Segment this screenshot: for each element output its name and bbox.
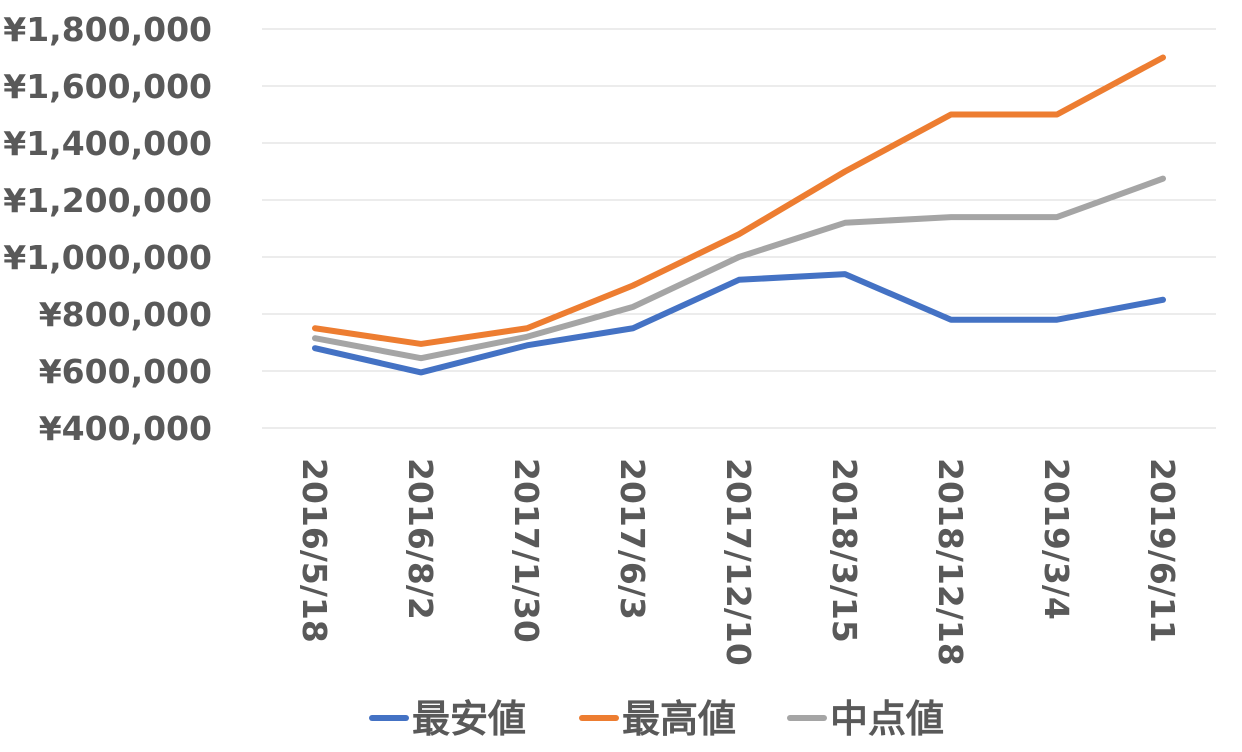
- x-tick-label: 2016/8/2: [401, 458, 440, 620]
- data-point: [948, 317, 954, 323]
- data-point: [842, 271, 848, 277]
- legend-label: 最高値: [622, 697, 736, 741]
- series-lines: [312, 54, 1166, 376]
- data-point: [524, 334, 530, 340]
- x-tick-label: 2018/12/18: [931, 458, 970, 666]
- x-tick-label: 2019/3/4: [1037, 458, 1076, 620]
- x-tick-label: 2019/6/11: [1143, 458, 1182, 643]
- data-point: [842, 220, 848, 226]
- data-point: [630, 283, 636, 289]
- y-axis-tick-labels: ¥400,000 ¥600,000 ¥800,000 ¥1,000,000 ¥1,200…: [3, 10, 212, 448]
- y-tick-label: ¥1,000,000: [3, 238, 212, 277]
- x-tick-label: 2016/5/18: [295, 458, 334, 643]
- data-point: [736, 277, 742, 283]
- data-point: [312, 325, 318, 331]
- y-tick-label: ¥1,200,000: [3, 181, 212, 220]
- y-tick-label: ¥1,800,000: [3, 10, 212, 49]
- x-tick-label: 2017/1/30: [507, 458, 546, 643]
- y-tick-label: ¥800,000: [39, 295, 212, 334]
- data-point: [418, 369, 424, 375]
- y-tick-label: ¥1,400,000: [3, 124, 212, 163]
- data-point: [736, 254, 742, 260]
- x-tick-label: 2018/3/15: [825, 458, 864, 643]
- y-tick-label: ¥400,000: [39, 409, 212, 448]
- data-point: [1160, 297, 1166, 303]
- data-point: [418, 355, 424, 361]
- series-line-0: [312, 271, 1166, 376]
- data-point: [842, 169, 848, 175]
- data-point: [1054, 112, 1060, 118]
- data-point: [524, 325, 530, 331]
- series-line-2: [312, 175, 1166, 362]
- y-tick-label: ¥600,000: [39, 352, 212, 391]
- x-axis-tick-labels: 2016/5/18 2016/8/2 2017/1/30 2017/6/3 2017/1…: [295, 458, 1182, 666]
- data-point: [1054, 214, 1060, 220]
- data-point: [1054, 317, 1060, 323]
- data-point: [948, 112, 954, 118]
- y-tick-label: ¥1,600,000: [3, 67, 212, 106]
- data-point: [1160, 55, 1166, 61]
- data-point: [418, 341, 424, 347]
- legend-label: 中点値: [830, 697, 944, 741]
- data-point: [630, 304, 636, 310]
- data-point: [630, 325, 636, 331]
- x-tick-label: 2017/6/3: [613, 458, 652, 620]
- legend-label: 最安値: [412, 697, 526, 741]
- data-point: [524, 342, 530, 348]
- x-tick-label: 2017/12/10: [719, 458, 758, 666]
- series-line-1: [312, 54, 1166, 347]
- data-point: [948, 214, 954, 220]
- data-point: [1160, 176, 1166, 182]
- data-point: [312, 345, 318, 351]
- legend: 最安値 最高値 中点値: [369, 697, 944, 741]
- data-point: [736, 231, 742, 237]
- data-point: [312, 335, 318, 341]
